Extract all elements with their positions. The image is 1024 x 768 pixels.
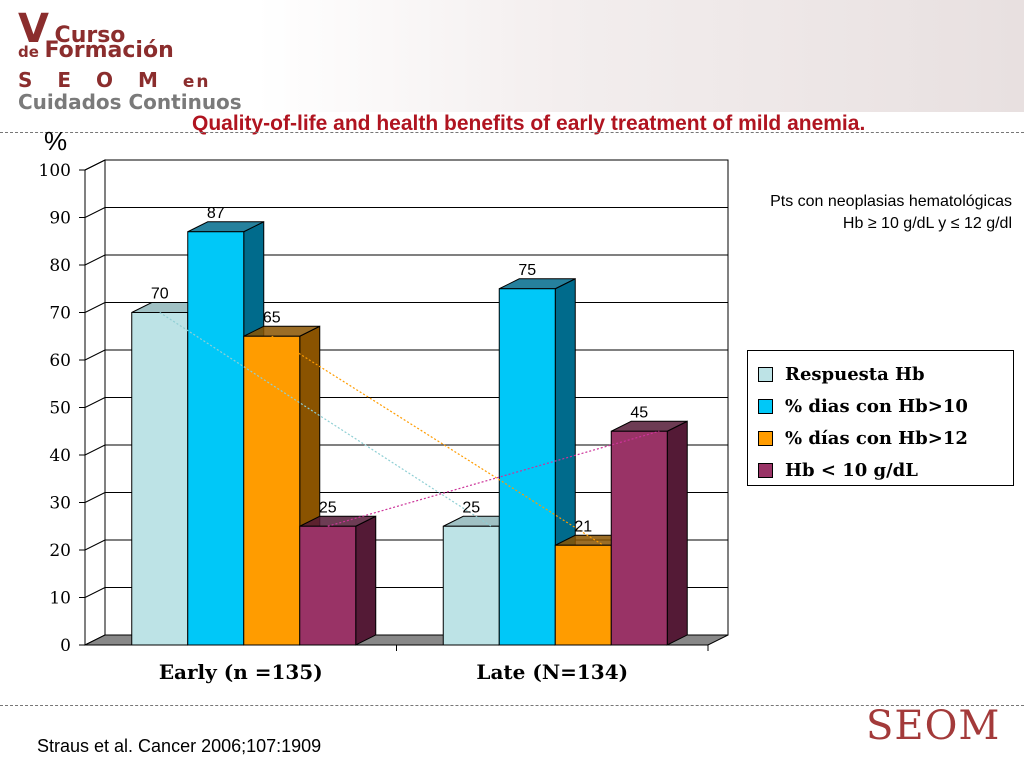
- data-label: 87: [207, 205, 225, 222]
- logo-formacion: Formación: [44, 38, 174, 63]
- y-axis-label: %: [44, 126, 68, 156]
- bar-side: [666, 420, 688, 646]
- chart-bars: [131, 220, 688, 646]
- gridline-side: [84, 159, 106, 171]
- page-title: Quality-of-life and health benefits of e…: [192, 112, 866, 135]
- logo-line-1: V Curso: [18, 6, 125, 52]
- data-label: 70: [151, 286, 169, 303]
- legend-swatch: [758, 366, 773, 382]
- legend-swatch: [758, 462, 773, 478]
- seom-logo: SEOM: [866, 703, 1001, 749]
- logo-line-4: Cuidados Continuos: [18, 90, 242, 114]
- bar: [498, 288, 556, 646]
- trend-line: [327, 430, 660, 527]
- data-label: 25: [462, 499, 480, 516]
- bar: [187, 231, 245, 646]
- data-label: 45: [630, 404, 648, 421]
- y-tick-label: 50: [49, 399, 71, 419]
- bottom-divider: [0, 705, 1024, 706]
- legend-item: % días con Hb>12: [758, 426, 968, 450]
- y-tick-label: 0: [60, 636, 71, 656]
- bar-side: [355, 515, 377, 646]
- data-label: 21: [574, 518, 592, 535]
- bar: [131, 312, 189, 646]
- bar: [243, 335, 301, 646]
- population-note: Pts con neoplasias hematológicas Hb ≥ 10…: [770, 191, 1012, 235]
- data-label: 75: [518, 262, 536, 279]
- legend-label: % días con Hb>12: [785, 427, 968, 449]
- legend-swatch: [758, 430, 773, 446]
- logo-v: V: [18, 6, 49, 52]
- y-tick-label: 70: [49, 304, 71, 324]
- note-line-1: Pts con neoplasias hematológicas: [770, 193, 1012, 210]
- legend-item: Respuesta Hb: [758, 362, 925, 386]
- chart-legend: Respuesta Hb % dias con Hb>10 % días con…: [747, 350, 1014, 486]
- legend-swatch: [758, 398, 773, 414]
- gridline-side: [84, 539, 106, 551]
- gridline-side: [84, 444, 106, 456]
- chart-trend-lines: [159, 311, 660, 546]
- data-label: 65: [263, 309, 281, 326]
- legend-item: Hb < 10 g/dL: [758, 458, 918, 482]
- chart-axes: 0 10 20 30 40 50 60 70 80 90 100 Early (n =135) Late…: [39, 161, 709, 684]
- logo-line-2: de Formación: [18, 38, 174, 63]
- trend-line: [271, 335, 604, 546]
- gridline-side: [84, 492, 106, 503]
- gridline-side: [84, 349, 106, 361]
- y-tick-label: 100: [39, 161, 71, 181]
- legend-label: % dias con Hb>10: [785, 395, 968, 417]
- y-tick-label: 30: [49, 494, 71, 514]
- y-tick-label: 90: [49, 209, 71, 229]
- gridline-side: [84, 254, 106, 266]
- note-line-2: Hb ≥ 10 g/dL y ≤ 12 g/dl: [842, 215, 1012, 232]
- x-tick-label: Early (n =135): [159, 660, 323, 684]
- gridline-side: [84, 207, 106, 218]
- y-tick-label: 60: [49, 351, 71, 371]
- y-tick-label: 80: [49, 256, 71, 276]
- bar: [554, 544, 612, 646]
- x-tick-label: Late (N=134): [476, 660, 628, 684]
- trend-line: [159, 311, 492, 527]
- legend-label: Respuesta Hb: [785, 363, 925, 385]
- citation: Straus et al. Cancer 2006;107:1909: [37, 736, 322, 756]
- top-divider: [0, 132, 1024, 133]
- logo-curso: Curso: [54, 23, 126, 48]
- y-tick-label: 20: [49, 541, 71, 561]
- y-tick-label: 10: [49, 589, 71, 609]
- legend-item: % dias con Hb>10: [758, 394, 968, 418]
- logo-en: en: [182, 72, 211, 92]
- bar: [299, 525, 357, 646]
- logo-de: de: [18, 43, 39, 61]
- gridline-side: [84, 302, 106, 313]
- header-band: [0, 0, 1024, 112]
- data-label: 25: [319, 499, 337, 516]
- legend-label: Hb < 10 g/dL: [785, 459, 918, 481]
- gridline-side: [84, 397, 106, 408]
- gridline-side: [84, 587, 106, 598]
- y-tick-label: 40: [49, 446, 71, 466]
- logo-line-3: S E O M en: [18, 68, 210, 92]
- bar: [610, 430, 668, 646]
- logo-seom: S E O M: [18, 68, 167, 92]
- chart-data-labels: 70 87 65 25 25 75 21 45: [151, 205, 648, 536]
- bar: [442, 525, 500, 646]
